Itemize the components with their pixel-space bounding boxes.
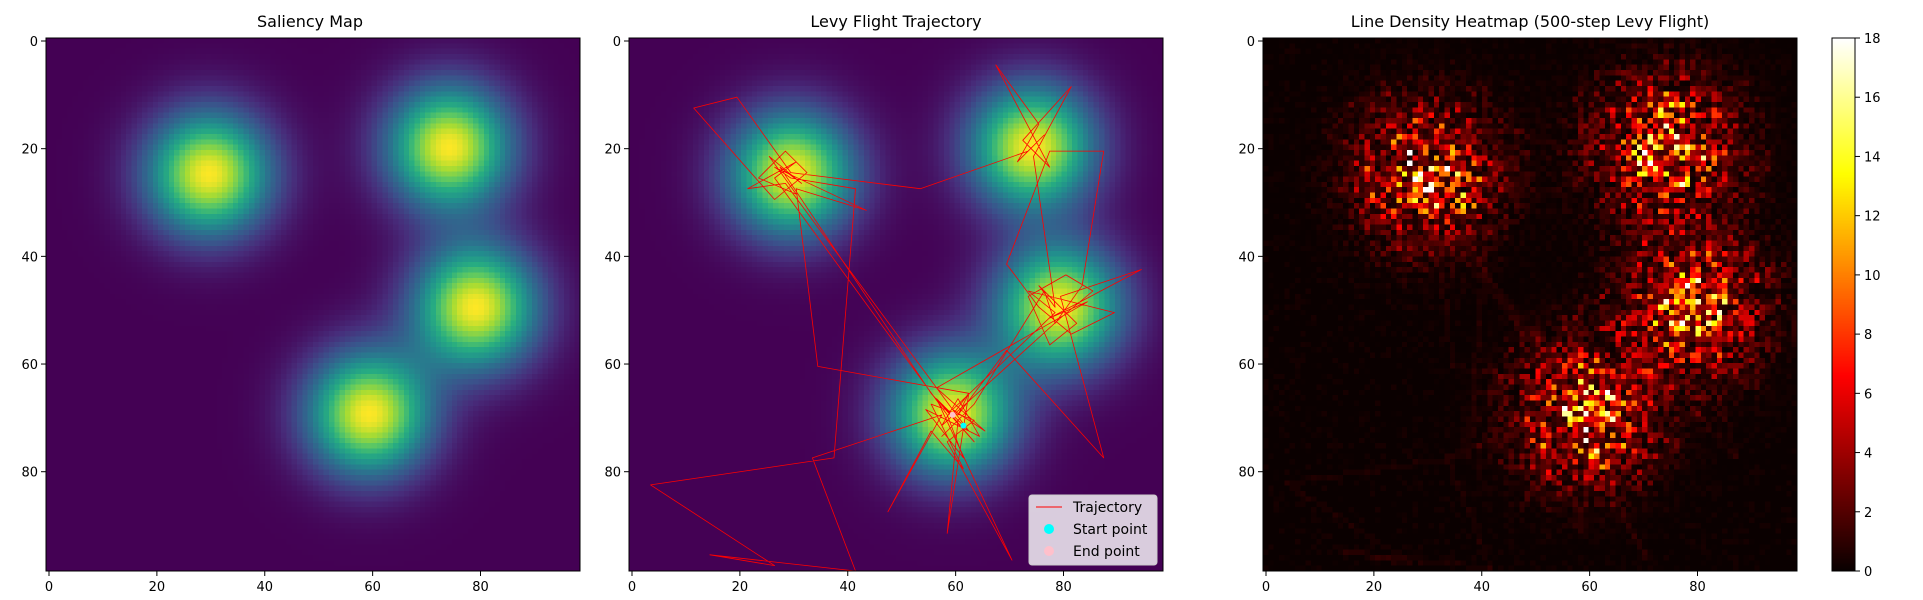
colorbar-tick-label: 12 bbox=[1864, 210, 1881, 225]
trajectory-line bbox=[650, 64, 1142, 572]
density-heatmap-y-axis: 0 20 40 60 80 bbox=[1238, 35, 1263, 481]
x-tick-label: 0 bbox=[628, 580, 636, 595]
x-tick-label: 40 bbox=[1473, 580, 1490, 595]
y-tick-label: 60 bbox=[1238, 358, 1255, 373]
levy-flight-frame bbox=[628, 37, 1164, 572]
density-heatmap-frame bbox=[1262, 37, 1798, 572]
y-tick-label: 20 bbox=[21, 143, 38, 158]
saliency-map-panel: Saliency Map 0 20 40 60 80 0 20 40 60 80 bbox=[21, 12, 581, 595]
y-tick-label: 0 bbox=[30, 35, 38, 50]
levy-flight-panel: Levy Flight Trajectory 0 20 40 60 80 0 20 40 60… bbox=[604, 12, 1164, 595]
y-tick-label: 0 bbox=[613, 35, 621, 50]
legend-end-swatch bbox=[1044, 546, 1054, 556]
x-tick-label: 20 bbox=[1366, 580, 1383, 595]
y-tick-label: 80 bbox=[604, 466, 621, 481]
colorbar-tick-label: 16 bbox=[1864, 91, 1881, 106]
x-tick-label: 60 bbox=[364, 580, 381, 595]
y-tick-label: 40 bbox=[604, 250, 621, 265]
colorbar-tick-label: 8 bbox=[1864, 328, 1872, 343]
legend-start-swatch bbox=[1044, 524, 1054, 534]
x-tick-label: 0 bbox=[45, 580, 53, 595]
density-heatmap-x-axis: 0 20 40 60 80 bbox=[1262, 571, 1706, 595]
x-tick-label: 60 bbox=[1581, 580, 1598, 595]
colorbar-tick-label: 6 bbox=[1864, 387, 1872, 402]
density-heatmap-image bbox=[1263, 38, 1797, 571]
x-tick-label: 80 bbox=[472, 580, 489, 595]
y-tick-label: 80 bbox=[1238, 466, 1255, 481]
density-heatmap-title: Line Density Heatmap (500-step Levy Flig… bbox=[1351, 12, 1710, 31]
y-tick-label: 40 bbox=[1238, 250, 1255, 265]
colorbar-tick-label: 14 bbox=[1864, 150, 1881, 165]
levy-flight-y-axis: 0 20 40 60 80 bbox=[604, 35, 629, 481]
saliency-map-frame bbox=[45, 37, 581, 572]
colorbar-tick-label: 10 bbox=[1864, 269, 1881, 284]
y-tick-label: 80 bbox=[21, 466, 38, 481]
legend-end-label: End point bbox=[1073, 544, 1140, 560]
x-tick-label: 80 bbox=[1055, 580, 1072, 595]
trajectory-lines bbox=[650, 64, 1142, 572]
x-tick-label: 80 bbox=[1689, 580, 1706, 595]
legend-box bbox=[1028, 494, 1158, 566]
legend-start-label: Start point bbox=[1073, 522, 1148, 538]
levy-flight-x-axis: 0 20 40 60 80 bbox=[628, 571, 1072, 595]
y-tick-label: 60 bbox=[604, 358, 621, 373]
levy-flight-legend: Trajectory Start point End point bbox=[1028, 494, 1158, 566]
levy-flight-background bbox=[629, 38, 1163, 571]
saliency-map-image bbox=[46, 38, 580, 571]
x-tick-label: 40 bbox=[839, 580, 856, 595]
start-point-marker bbox=[960, 422, 967, 429]
y-tick-label: 60 bbox=[21, 358, 38, 373]
colorbar-tick-label: 18 bbox=[1864, 32, 1881, 47]
y-tick-label: 0 bbox=[1247, 35, 1255, 50]
colorbar-tick-label: 4 bbox=[1864, 447, 1872, 462]
x-tick-label: 20 bbox=[149, 580, 166, 595]
y-tick-label: 40 bbox=[21, 250, 38, 265]
colorbar-gradient bbox=[1832, 38, 1855, 571]
x-tick-label: 20 bbox=[732, 580, 749, 595]
x-tick-label: 60 bbox=[947, 580, 964, 595]
colorbar: 0 2 4 6 8 10 12 14 16 18 bbox=[1831, 32, 1881, 580]
end-point-marker bbox=[949, 411, 956, 418]
x-tick-label: 0 bbox=[1262, 580, 1270, 595]
saliency-map-x-axis: 0 20 40 60 80 bbox=[45, 571, 489, 595]
colorbar-ticks: 0 2 4 6 8 10 12 14 16 18 bbox=[1855, 32, 1881, 580]
colorbar-tick-label: 0 bbox=[1864, 565, 1872, 580]
colorbar-tick-label: 2 bbox=[1864, 506, 1872, 521]
density-heatmap-panel: Line Density Heatmap (500-step Levy Flig… bbox=[1238, 12, 1798, 595]
colorbar-frame bbox=[1831, 37, 1856, 572]
saliency-map-y-axis: 0 20 40 60 80 bbox=[21, 35, 46, 481]
levy-flight-title: Levy Flight Trajectory bbox=[810, 12, 981, 31]
legend-trajectory-label: Trajectory bbox=[1072, 500, 1142, 516]
y-tick-label: 20 bbox=[604, 143, 621, 158]
y-tick-label: 20 bbox=[1238, 143, 1255, 158]
saliency-map-title: Saliency Map bbox=[257, 12, 363, 31]
x-tick-label: 40 bbox=[256, 580, 273, 595]
